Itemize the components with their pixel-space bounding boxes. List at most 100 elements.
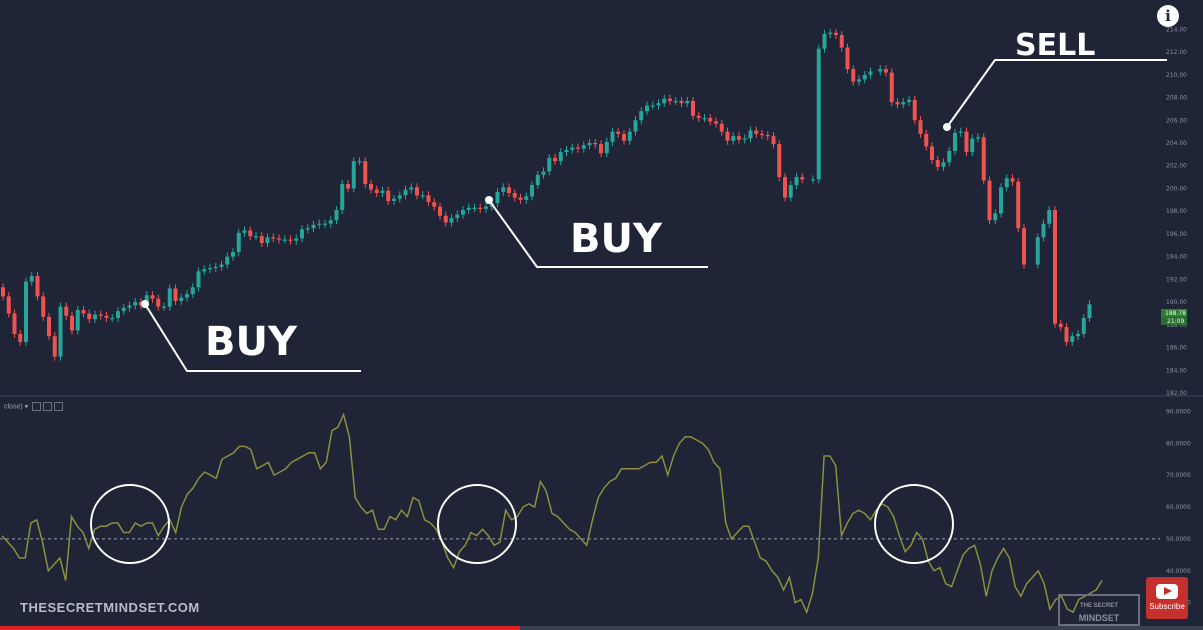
candle [731, 132, 736, 145]
candle-body [139, 302, 143, 306]
candle [981, 133, 986, 185]
candle-body [524, 196, 529, 200]
indicator-title[interactable]: close) ▾ [4, 402, 64, 411]
subscribe-button[interactable]: Subscribe [1146, 577, 1188, 619]
candle [133, 298, 138, 310]
candle-body [845, 47, 850, 70]
candle [29, 271, 34, 286]
candle [294, 234, 299, 245]
candle-body [346, 183, 350, 189]
sell-pointer [946, 59, 1167, 128]
candle [553, 153, 557, 166]
price-tick-label: 206.00 [1166, 117, 1187, 124]
candle-body [392, 198, 396, 201]
candle [935, 156, 940, 171]
candle [409, 183, 414, 194]
rsi-tick-label: 90.0000 [1166, 408, 1191, 415]
candle-body [397, 195, 402, 199]
candle [472, 203, 477, 212]
candle [139, 298, 143, 310]
indicator-settings-icon[interactable] [32, 402, 42, 411]
candle [771, 132, 776, 149]
candle [685, 96, 690, 108]
candle-body [75, 310, 80, 331]
price-tick-label: 196.00 [1166, 231, 1187, 238]
candle-body [1053, 210, 1057, 324]
candle-body [822, 33, 827, 49]
candle-body [236, 232, 241, 253]
candle-body [754, 130, 759, 134]
current-price-label: 188.78 [1165, 310, 1186, 317]
candle [518, 193, 523, 204]
price-tick-label: 190.00 [1166, 299, 1187, 306]
video-progress-bar[interactable] [0, 626, 1203, 630]
candle [1064, 323, 1069, 346]
candle-body [564, 149, 569, 153]
buy-2-label: BUY [570, 216, 663, 262]
candle [593, 139, 598, 149]
candle-body [420, 195, 425, 197]
price-tick-label: 198.00 [1166, 208, 1187, 215]
candle-body [1064, 327, 1069, 342]
candle [868, 67, 873, 79]
candle [895, 98, 900, 109]
buy-1-pointer [144, 303, 361, 372]
candle-body [52, 336, 57, 357]
candle [941, 158, 946, 171]
candle [64, 302, 69, 320]
candle [1076, 329, 1080, 341]
candle [696, 111, 701, 122]
candle [484, 202, 488, 213]
indicator-close-icon[interactable] [54, 402, 64, 411]
candle-body [41, 296, 46, 317]
candle-body [901, 102, 906, 105]
candle [242, 226, 247, 237]
candle-body [765, 135, 770, 137]
candle-body [277, 238, 281, 240]
candle-body [912, 99, 917, 121]
candle [639, 107, 644, 125]
rsi-line [1, 412, 1103, 615]
candle-body [895, 102, 900, 105]
candle [947, 146, 952, 167]
candle-body [47, 316, 51, 337]
candle [41, 292, 46, 321]
candle-body [409, 187, 414, 190]
candle-body [64, 306, 69, 316]
candle-body [593, 143, 598, 145]
candle [742, 134, 747, 144]
candle [958, 127, 963, 137]
candle-body [918, 120, 923, 134]
candle [110, 314, 115, 322]
candle [912, 95, 917, 125]
candle-body [35, 275, 40, 297]
candle [75, 306, 80, 335]
candle-body [941, 162, 946, 167]
candle [346, 179, 350, 193]
candle [581, 141, 586, 153]
candle-body [116, 311, 120, 318]
candle-body [18, 333, 23, 342]
price-tick-label: 184.00 [1166, 367, 1187, 374]
indicator-visibility-icon[interactable] [43, 402, 53, 411]
candle-body [947, 150, 952, 163]
candle [862, 70, 867, 84]
candle [788, 181, 793, 202]
candle-body [432, 202, 437, 207]
candle-body [133, 302, 138, 306]
candle-body [484, 206, 488, 209]
candle-body [777, 144, 782, 178]
candle-body [839, 35, 844, 48]
price-axis: 214.00 212.00 210.00 208.00 206.00 204.00 202.… [1161, 26, 1187, 397]
price-tick-label: 208.00 [1166, 95, 1187, 102]
info-icon[interactable]: i [1157, 5, 1179, 27]
candle-body [461, 210, 465, 215]
candle-body [581, 145, 586, 149]
candle [179, 293, 184, 305]
candle-body [87, 313, 92, 320]
candle [300, 225, 304, 243]
candle [403, 185, 408, 200]
candle [851, 65, 856, 86]
candle-body [81, 310, 86, 314]
